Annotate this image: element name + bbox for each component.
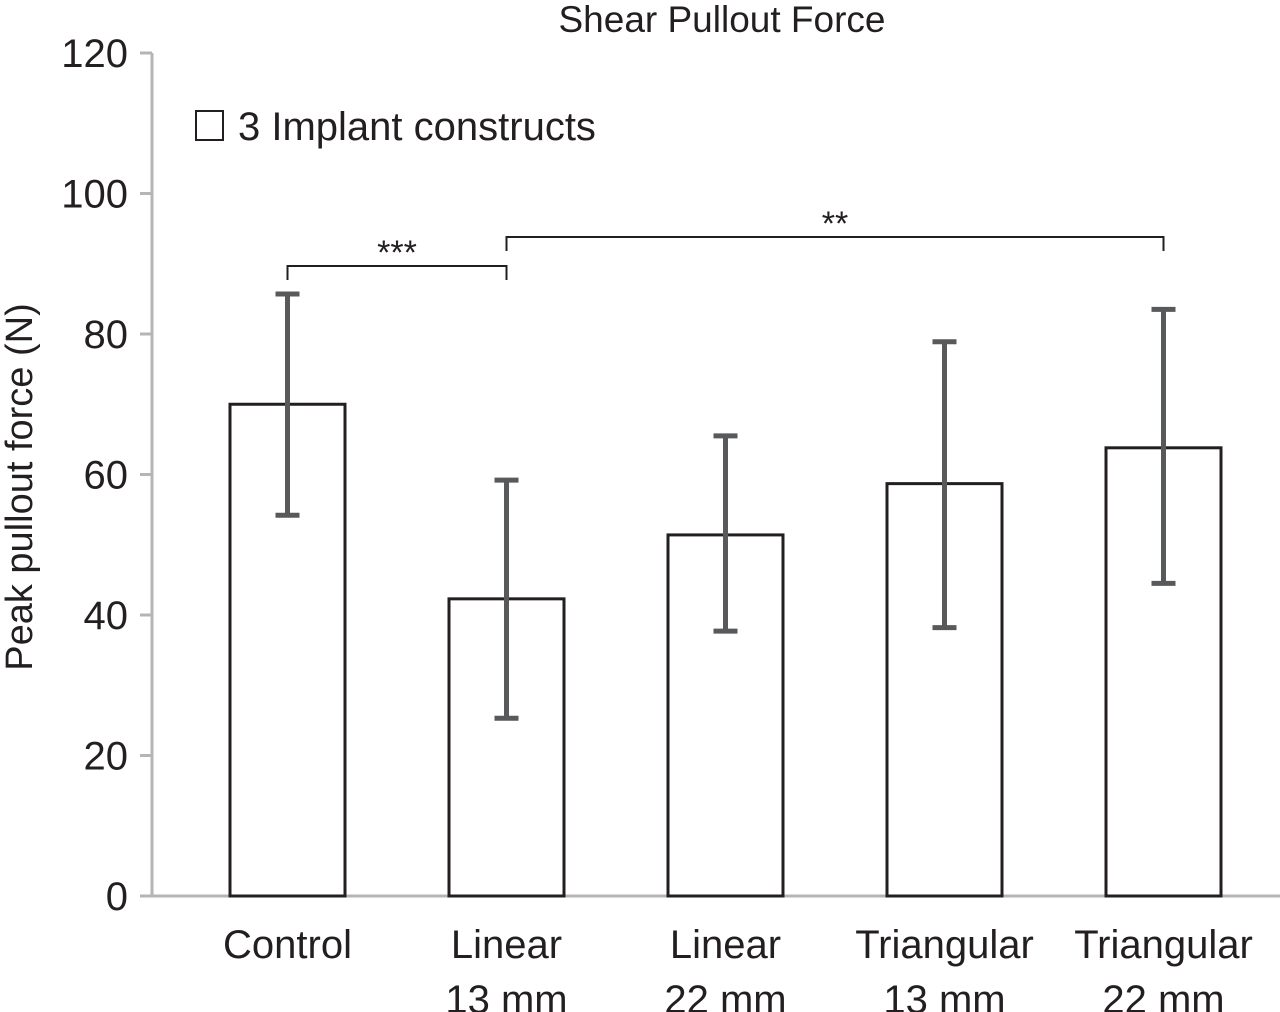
x-tick-label-4-0: Triangular (1074, 923, 1253, 967)
x-tick-label-2-0: Linear (670, 923, 781, 967)
y-tick-label-40: 40 (84, 594, 129, 638)
x-tick-label-2-1: 22 mm (664, 978, 786, 1012)
x-tick-label-0-0: Control (223, 923, 352, 967)
significance-label-0: *** (377, 234, 417, 272)
y-tick-label-120: 120 (61, 32, 128, 76)
y-tick-label-100: 100 (61, 173, 128, 217)
chart-title: Shear Pullout Force (558, 0, 885, 40)
legend-swatch (195, 110, 224, 141)
y-tick-label-80: 80 (84, 313, 129, 357)
y-tick-label-60: 60 (84, 454, 129, 498)
x-tick-label-1-1: 13 mm (445, 978, 567, 1012)
y-axis-label: Peak pullout force (N) (0, 303, 41, 671)
significance-label-1: ** (822, 205, 848, 243)
significance-bracket-0 (286, 265, 508, 280)
x-tick-label-1-0: Linear (451, 923, 562, 967)
x-tick-label-3-1: 13 mm (883, 978, 1005, 1012)
y-tick-label-20: 20 (84, 735, 129, 779)
legend-label: 3 Implant constructs (238, 105, 596, 149)
legend: 3 Implant constructs (195, 105, 596, 149)
significance-bracket-1 (505, 236, 1165, 251)
x-tick-label-4-1: 22 mm (1102, 978, 1224, 1012)
y-tick-label-0: 0 (106, 875, 128, 919)
x-tick-label-3-0: Triangular (855, 923, 1034, 967)
